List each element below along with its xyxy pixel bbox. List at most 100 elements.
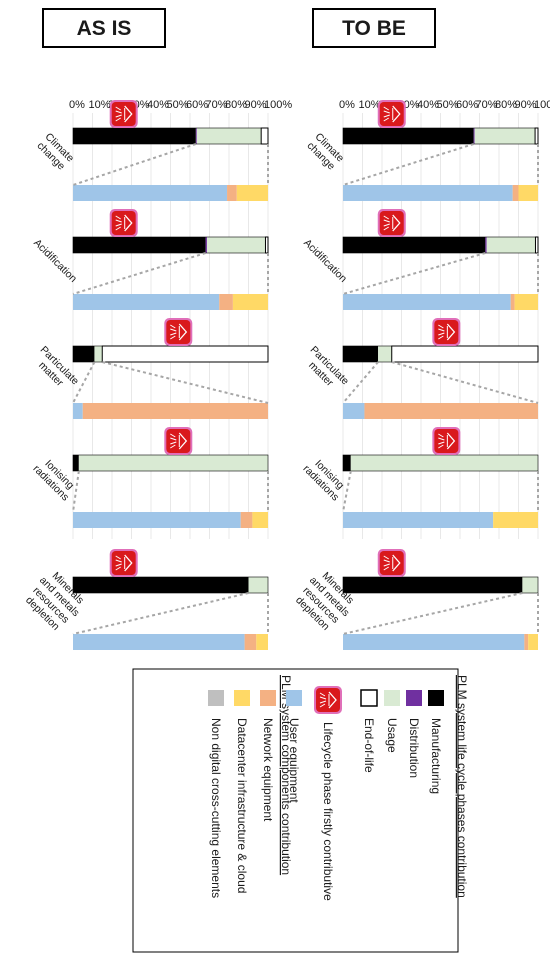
bar-distribution [485,237,487,253]
bar-datacenter [236,185,268,201]
connector-line [72,592,249,635]
tick-label: 40% [147,99,169,111]
lifecycle-bar-outline [72,236,269,254]
marker-roof-glyph [328,691,337,709]
legend-swatch [360,689,378,707]
legend-marker-icon [314,686,342,714]
legend-swatch [286,690,302,706]
panel-to-be: TO BE0%10%20%30%40%50%60%70%80%90%100%Cl… [23,8,436,650]
legend-item: Non digital cross-cutting elements [208,690,224,898]
rotated-figure-group: AS IS0%10%20%30%40%50%60%70%80%90%100%Cl… [23,8,550,953]
connector-line [342,361,379,404]
bar-usage [78,455,268,471]
tick-label: 80% [495,99,517,111]
marker-legs-glyph [383,215,390,231]
tick-label: 60% [456,99,478,111]
bar-end-of-life [264,236,269,254]
lifecycle-firstly-contributive-marker [432,318,461,346]
components-bar [73,294,268,310]
connector-line [72,361,96,404]
bar-end-of-life [101,345,269,363]
lifecycle-bar [342,236,539,254]
bar-user-equipment [343,512,494,528]
bar-user-equipment [342,403,365,419]
panel-title-box [42,8,166,48]
panel-title: AS IS [77,17,132,40]
bar-manufacturing [343,128,474,144]
legend-label: Datacenter infrastructure & cloud [235,718,249,893]
bar-end-of-life [391,345,539,363]
legend-item: Manufacturing [428,690,444,794]
lifecycle-bar [72,127,269,145]
panel-title-box [312,8,436,48]
bar-manufacturing [343,577,523,593]
tick-label: 50% [167,99,189,111]
bar-datacenter [493,512,538,528]
bar-manufacturing [73,237,206,253]
tick-label: 0% [69,99,85,111]
legend: PLM system life cycle phases contributio… [132,668,469,953]
bar-datacenter [252,512,268,528]
bar-network-equipment [244,634,257,650]
lifecycle-bar [342,345,539,363]
lifecycle-firstly-contributive-marker [377,549,406,577]
lifecycle-firstly-contributive-marker [109,209,138,237]
components-bar [343,294,538,310]
lifecycle-firstly-contributive-marker [164,318,193,346]
legend-swatch [260,690,276,706]
bar-network-equipment [240,512,253,528]
connector-line [391,361,539,404]
bar-user-equipment [73,512,241,528]
bar-usage [486,237,536,253]
marker-legs-glyph [383,106,390,122]
marker-legs-glyph [438,433,445,449]
connector-line [102,361,269,404]
tick-label: 60% [186,99,208,111]
bar-network-equipment [219,294,233,310]
marker-roof-glyph [124,214,133,232]
legend-item: Network equipment [260,690,276,822]
marker-roof-glyph [124,105,133,123]
lifecycle-firstly-contributive-marker [377,100,406,128]
bar-manufacturing [73,128,196,144]
tick-label: 80% [225,99,247,111]
legend-item: End-of-life [360,689,378,773]
bar-user-equipment [72,185,228,201]
marker-roof-glyph [446,323,456,341]
marker-legs-glyph [115,555,122,571]
bar-manufacturing [73,346,95,362]
lifecycle-bar [72,454,269,472]
legend-item: Usage [384,690,400,753]
lifecycle-bar [342,127,539,145]
category-label: Acidification [301,237,349,285]
legend-swatch [208,690,224,706]
tick-label: 100% [264,99,292,111]
legend-swatch [234,690,250,706]
bar-manufacturing [73,577,249,593]
connector-line [72,143,197,186]
marker-legs-glyph [115,106,122,122]
lifecycle-bar [342,576,539,594]
marker-legs-glyph [170,433,177,449]
bar-distribution [195,128,197,144]
category-label-line: Acidification [301,237,349,285]
marker-roof-glyph [124,554,133,572]
lifecycle-firstly-contributive-marker [109,100,138,128]
bar-usage [248,577,268,593]
tick-label: 70% [476,99,498,111]
bar-datacenter [256,634,268,650]
bar-network-equipment [512,185,519,201]
components-bar [343,185,538,201]
bar-network-equipment [364,403,538,419]
connector-line [342,470,352,513]
components-bar [73,634,268,650]
lifecycle-bar-outline [72,127,269,145]
bar-user-equipment [343,185,513,201]
bar-distribution [205,237,207,253]
category-label-line: Acidification [31,237,79,285]
